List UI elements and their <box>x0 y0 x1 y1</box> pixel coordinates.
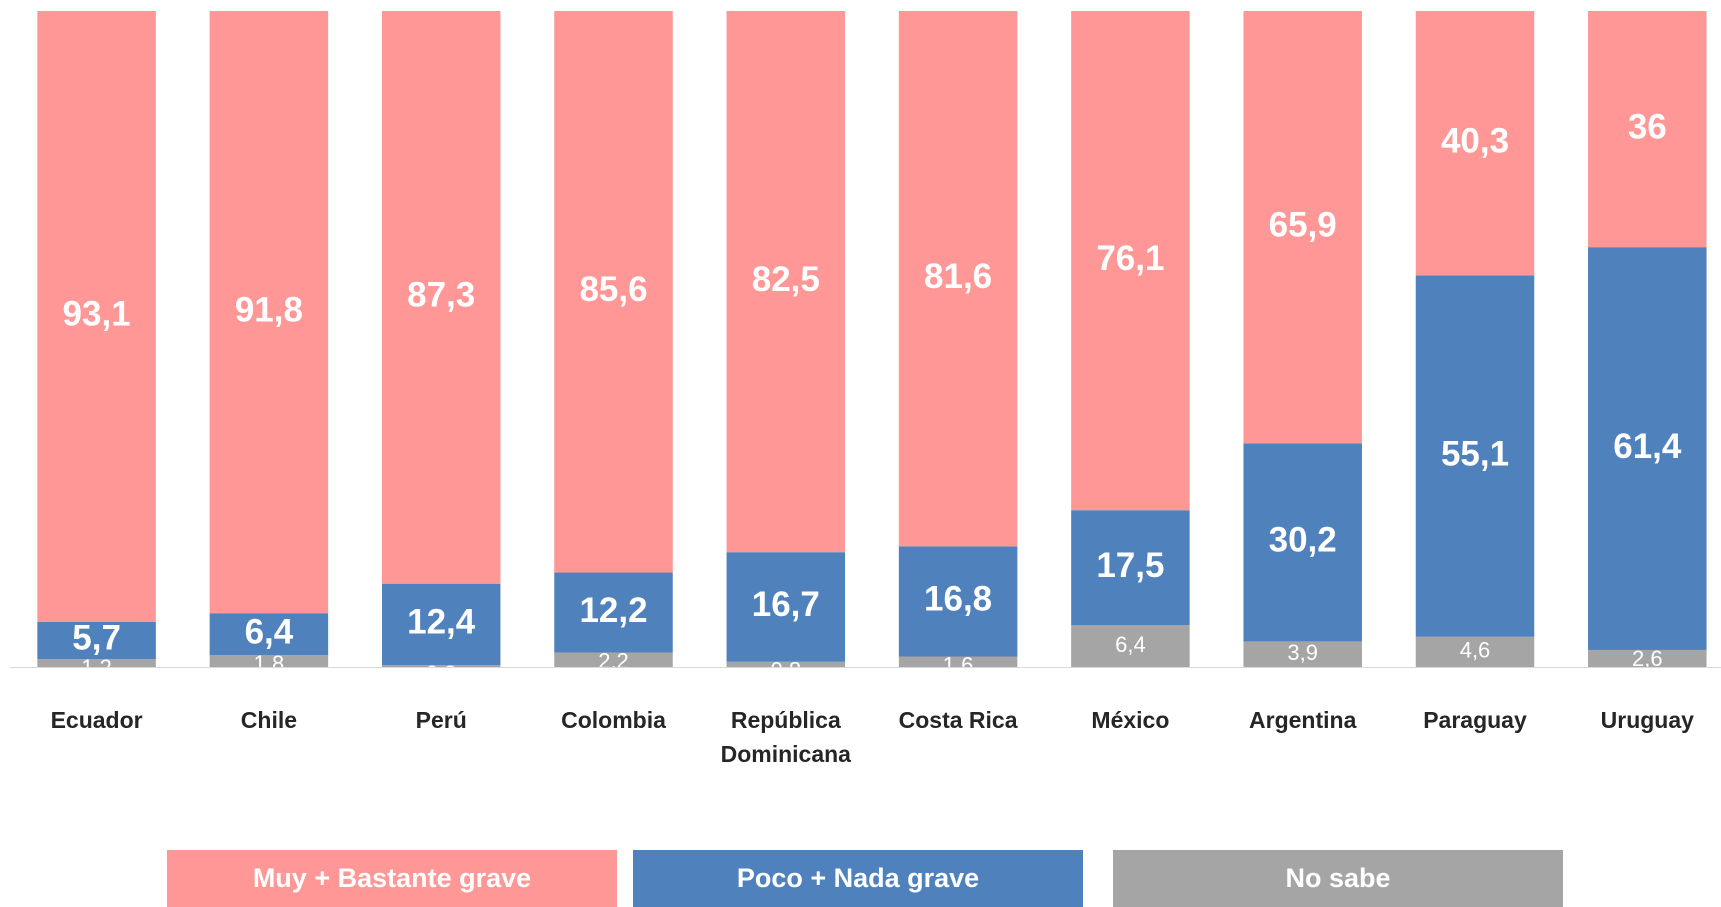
data-label: 36 <box>1628 107 1667 146</box>
bar-segment <box>554 11 673 573</box>
bar-segment <box>381 665 501 667</box>
bar-segment <box>1243 11 1362 444</box>
data-label: 91,8 <box>235 290 303 329</box>
data-label: 2,2 <box>598 648 629 673</box>
data-label: 16,7 <box>752 585 820 624</box>
plot-area: 1,25,793,11,86,491,80,312,487,32,212,285… <box>37 11 1707 683</box>
bar-segment <box>554 572 673 653</box>
bar-segment <box>1243 443 1362 642</box>
bar-segment <box>1415 11 1535 276</box>
data-label: 2,6 <box>1632 646 1663 671</box>
bar-segment <box>37 11 156 622</box>
x-tick-label: Ecuador <box>50 707 143 733</box>
bar-segment <box>1071 625 1190 667</box>
x-tick-label: Colombia <box>561 707 666 733</box>
bar-segment <box>381 11 501 584</box>
bar-segment <box>209 655 329 667</box>
bar-segment <box>726 552 846 662</box>
bar-segment <box>37 659 156 667</box>
bar-segment <box>1588 247 1707 650</box>
bar-segment <box>209 11 329 614</box>
data-label: 4,6 <box>1460 638 1491 663</box>
data-label: 30,2 <box>1269 521 1337 560</box>
x-tick-label: Uruguay <box>1600 707 1694 733</box>
data-label: 61,4 <box>1613 427 1682 466</box>
bar-segment <box>1588 11 1707 248</box>
data-label: 12,2 <box>579 591 647 630</box>
bar-segment <box>1071 510 1190 626</box>
bar-segment <box>1243 641 1362 667</box>
bar-segment <box>1415 275 1535 637</box>
bar-segment <box>1415 636 1535 667</box>
data-label: 93,1 <box>63 295 131 334</box>
data-label: 5,7 <box>72 619 121 658</box>
data-label: 3,9 <box>1287 640 1318 665</box>
data-label: 65,9 <box>1269 205 1337 244</box>
bar-segment <box>1071 11 1190 511</box>
data-label: 17,5 <box>1096 546 1164 585</box>
bar-segment <box>898 656 1018 667</box>
data-label: 6,4 <box>1115 632 1146 657</box>
data-label: 16,8 <box>924 580 992 619</box>
data-label: 1,8 <box>254 651 285 676</box>
bar-segment <box>381 583 501 666</box>
data-label: 55,1 <box>1441 434 1509 473</box>
data-label: 6,4 <box>245 612 294 651</box>
data-label: 81,6 <box>924 257 992 296</box>
bar-segment <box>37 621 156 660</box>
x-tick-label: Chile <box>240 707 298 733</box>
legend-item: No sabe <box>1113 850 1563 907</box>
x-tick-label: Paraguay <box>1423 707 1527 733</box>
legend-item: Muy + Bastante grave <box>167 850 617 907</box>
data-label: 40,3 <box>1441 121 1509 160</box>
data-label: 82,5 <box>752 260 820 299</box>
chart: 1,25,793,11,86,491,80,312,487,32,212,285… <box>10 11 1721 683</box>
bar-segment <box>1588 649 1707 667</box>
bar-segment <box>554 652 673 667</box>
data-label: 85,6 <box>579 270 647 309</box>
bar-segment <box>898 546 1018 657</box>
x-tick-label: Costa Rica <box>898 707 1018 733</box>
data-label: 12,4 <box>407 603 476 642</box>
x-tick-label: Perú <box>415 707 467 733</box>
x-tick-label: República Dominicana <box>720 707 851 767</box>
bar-segment <box>726 11 846 553</box>
bar-segment <box>898 11 1018 547</box>
bar-segment <box>726 661 846 667</box>
data-label: 87,3 <box>407 276 475 315</box>
data-label: 0,8 <box>771 658 802 683</box>
x-tick-label: México <box>1091 707 1170 733</box>
legend-item: Poco + Nada grave <box>633 850 1083 907</box>
x-tick-label: Argentina <box>1249 707 1357 733</box>
bar-segment <box>209 613 329 656</box>
data-label: 76,1 <box>1096 239 1164 278</box>
